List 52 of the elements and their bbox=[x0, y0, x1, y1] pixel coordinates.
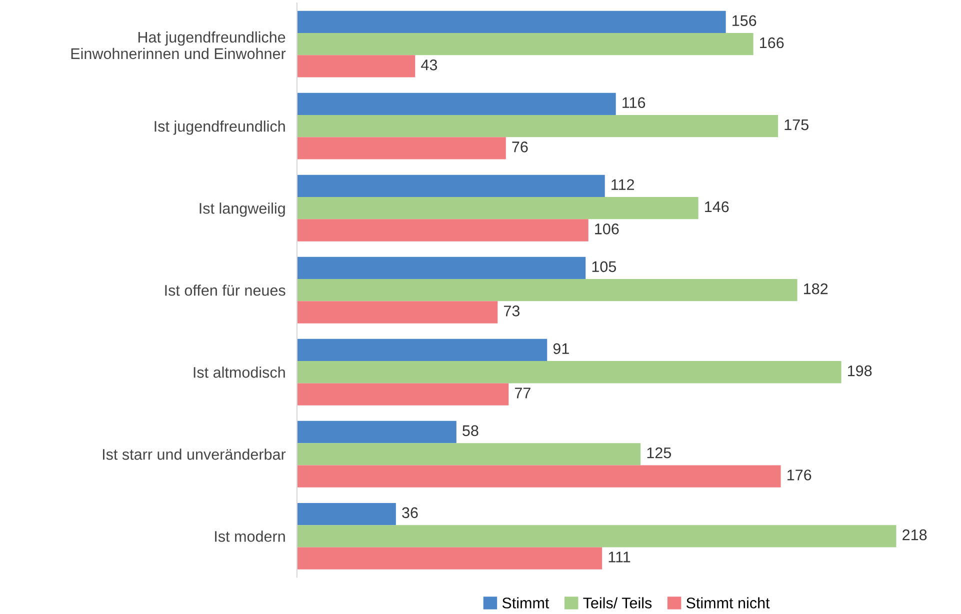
bar bbox=[296, 115, 778, 138]
bar bbox=[296, 383, 509, 406]
bar bbox=[296, 525, 896, 548]
legend-label: Stimmt nicht bbox=[686, 597, 770, 608]
data-label: 218 bbox=[902, 529, 927, 540]
data-label: 125 bbox=[647, 447, 671, 458]
bar bbox=[296, 502, 396, 526]
data-label: 36 bbox=[402, 507, 418, 518]
data-label: 58 bbox=[462, 425, 478, 436]
data-label: 91 bbox=[553, 343, 569, 354]
y-tick-label: Ist langweilig bbox=[200, 202, 285, 217]
y-tick-label: Ist jugendfreundlich bbox=[154, 120, 285, 135]
y-tick-label: Ist starr und unveränderbar bbox=[102, 448, 286, 460]
data-label: 105 bbox=[592, 261, 616, 272]
data-label: 166 bbox=[760, 37, 784, 48]
bar bbox=[296, 174, 605, 198]
bar bbox=[296, 465, 781, 488]
data-label: 111 bbox=[608, 552, 630, 562]
data-label: 73 bbox=[504, 306, 520, 316]
y-tick-label: Ist offen für neues bbox=[165, 284, 286, 296]
data-label: 77 bbox=[514, 388, 530, 398]
bar bbox=[296, 420, 456, 444]
bar bbox=[296, 92, 616, 116]
data-label: 116 bbox=[622, 97, 646, 108]
legend-label: Teils/ Teils bbox=[583, 597, 652, 608]
y-tick-label: Ist altmodisch bbox=[194, 366, 285, 378]
data-label: 76 bbox=[512, 142, 528, 152]
bar bbox=[296, 279, 798, 302]
y-tick-label: Hat jugendfreundliche Einwohnerinnen und Einwohner bbox=[71, 31, 286, 60]
bar bbox=[296, 33, 754, 56]
data-label: 43 bbox=[421, 60, 438, 70]
data-label: 112 bbox=[612, 179, 634, 190]
bar bbox=[296, 10, 726, 34]
bar bbox=[296, 197, 698, 220]
bar bbox=[296, 301, 498, 324]
data-label: 182 bbox=[804, 283, 828, 294]
bar bbox=[296, 137, 506, 160]
data-label: 176 bbox=[788, 470, 812, 480]
data-label: 175 bbox=[784, 120, 808, 130]
data-label: 106 bbox=[595, 224, 619, 234]
legend-label: Stimmt bbox=[502, 597, 550, 608]
bar bbox=[296, 443, 641, 466]
bar bbox=[296, 547, 602, 570]
bar bbox=[296, 55, 416, 78]
y-tick-label: Ist modern bbox=[215, 530, 285, 542]
bar bbox=[296, 256, 586, 280]
bar bbox=[296, 338, 548, 362]
bar bbox=[296, 361, 842, 384]
bar bbox=[296, 219, 588, 242]
data-label: 198 bbox=[848, 365, 872, 376]
data-label: 156 bbox=[732, 15, 756, 26]
data-label: 146 bbox=[705, 201, 729, 212]
